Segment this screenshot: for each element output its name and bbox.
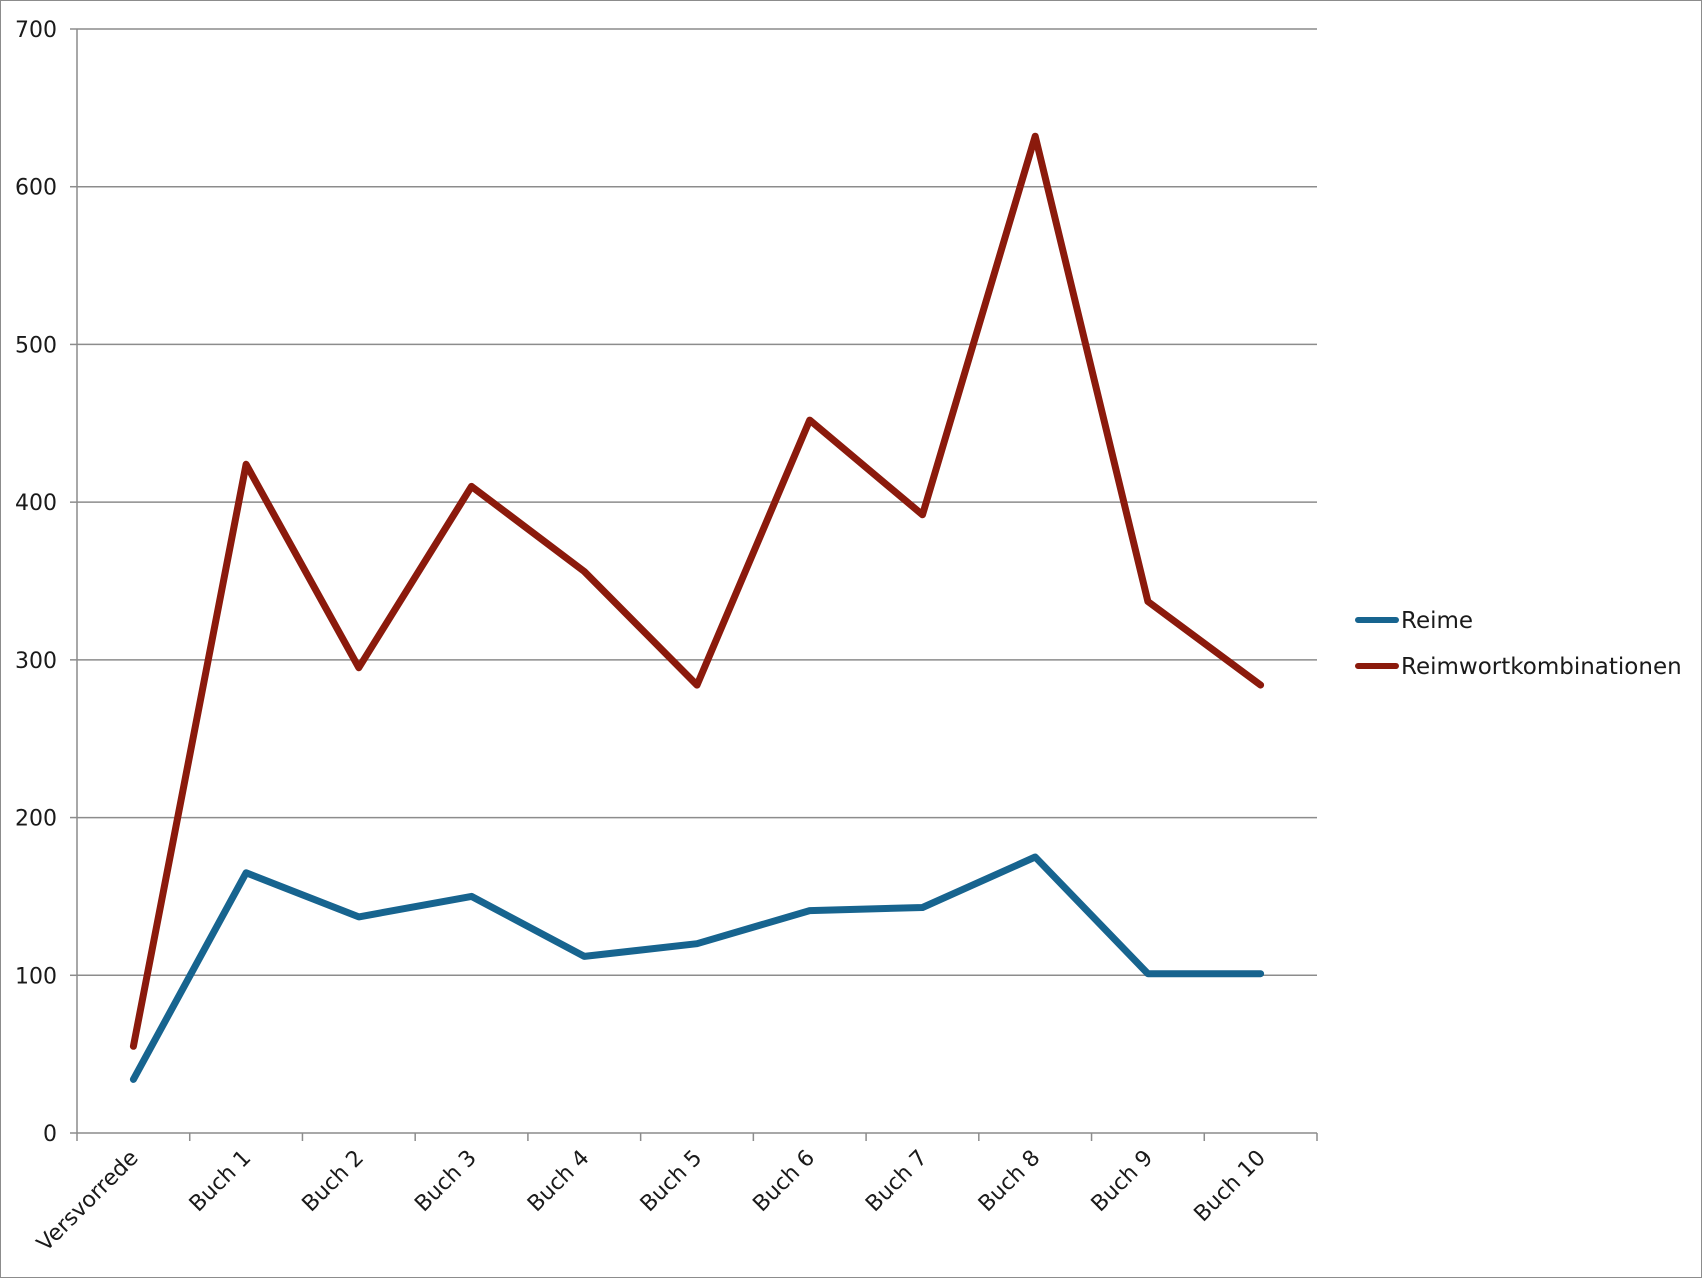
y-tick-label: 600: [15, 176, 57, 201]
series-lines: [129, 132, 1265, 1083]
series-line-1: [129, 853, 1265, 1083]
y-tick-label: 0: [43, 1122, 57, 1147]
x-tick-label: Buch 2: [298, 1146, 369, 1217]
legend-label: Reime: [1401, 608, 1473, 634]
legend-label: Reimwortkombinationen: [1401, 654, 1682, 680]
x-tick-label: Buch 7: [861, 1146, 932, 1217]
x-tick-label: Buch 8: [974, 1146, 1045, 1217]
legend: Reime Reimwortkombinationen: [1355, 608, 1682, 680]
x-tick-label: Buch 6: [748, 1146, 819, 1217]
x-tick-label: Buch 3: [410, 1146, 481, 1217]
gridlines: [77, 28, 1317, 977]
y-tick-label: 700: [15, 18, 57, 43]
y-tick-label: 200: [15, 807, 57, 832]
x-tick-label: Versvorrede: [33, 1146, 144, 1257]
y-tick-label: 300: [15, 649, 57, 674]
y-tick-labels: 0 100 200 300 400 500 600 700: [15, 18, 57, 1147]
x-tick-label: Buch 5: [636, 1146, 707, 1217]
x-tick-label: Buch 1: [185, 1146, 256, 1217]
x-tick-labels: Versvorrede Buch 1 Buch 2 Buch 3 Buch 4 Buch …: [33, 1146, 1271, 1257]
y-tick-label: 500: [15, 333, 57, 358]
series-line-2: [129, 132, 1265, 1050]
x-tick-label: Buch 10: [1190, 1146, 1271, 1227]
y-tick-label: 400: [15, 491, 57, 516]
x-tick-label: Buch 9: [1087, 1146, 1158, 1217]
x-tick-label: Buch 4: [523, 1146, 594, 1217]
y-tick-label: 100: [15, 964, 57, 989]
axes: [70, 28, 1318, 1141]
